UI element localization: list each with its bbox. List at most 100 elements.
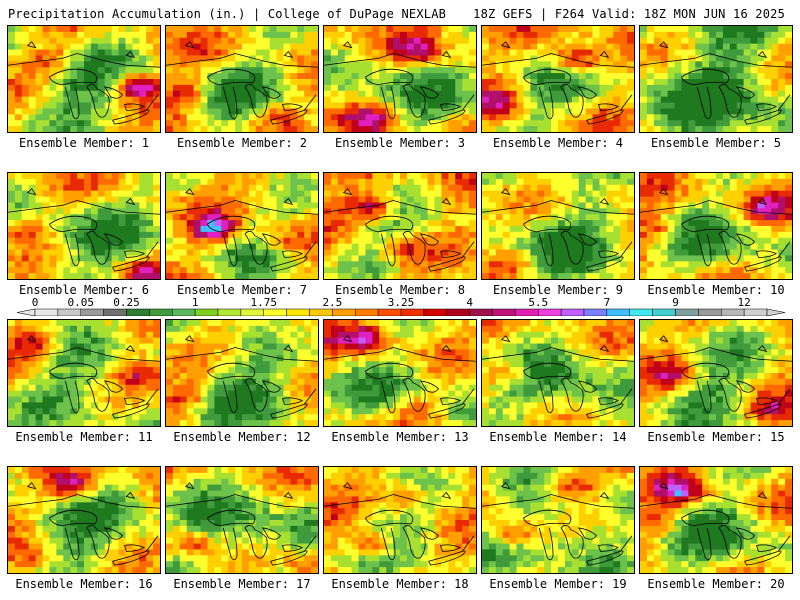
ensemble-map-18 xyxy=(323,466,477,574)
ensemble-member-label: Ensemble Member: 20 xyxy=(647,577,785,591)
scale-swatch xyxy=(721,308,745,316)
lake-outline xyxy=(364,68,414,86)
ensemble-map-17 xyxy=(165,466,319,574)
lake-outline xyxy=(112,256,150,272)
lake-outline xyxy=(560,83,584,118)
lake-outline xyxy=(680,68,730,86)
lake-outline xyxy=(123,250,146,258)
lake-outline xyxy=(303,94,317,111)
lake-outline xyxy=(735,86,756,99)
lake-outline xyxy=(206,362,256,380)
lake-outline xyxy=(303,388,317,405)
us-canada-border xyxy=(482,53,634,68)
scale-swatch xyxy=(286,308,310,316)
lake-outline xyxy=(86,377,110,412)
lake-outline xyxy=(757,491,768,500)
lake-outline xyxy=(48,215,98,233)
lake-outline xyxy=(244,83,268,118)
lake-outline xyxy=(261,380,282,393)
ensemble-map-11 xyxy=(7,319,161,427)
lake-outline xyxy=(586,256,624,272)
lake-outline xyxy=(577,86,598,99)
lake-outline xyxy=(439,397,462,405)
lake-outline xyxy=(680,509,730,527)
lake-outline xyxy=(244,377,268,412)
lake-outline xyxy=(261,233,282,246)
lake-outline xyxy=(757,197,768,206)
lake-outline xyxy=(48,362,98,380)
us-canada-border xyxy=(166,347,318,362)
ensemble-member-label: Ensemble Member: 8 xyxy=(334,283,466,297)
lake-outline xyxy=(597,544,620,552)
us-canada-border xyxy=(640,494,792,509)
lake-outline xyxy=(428,109,466,125)
ensemble-map-15 xyxy=(639,319,793,427)
precip-field xyxy=(8,26,160,132)
lake-outline xyxy=(283,491,294,500)
lake-outline xyxy=(577,380,598,393)
precip-field xyxy=(8,173,160,279)
ensemble-map-2 xyxy=(165,25,319,133)
us-canada-border xyxy=(166,200,318,215)
lake-outline xyxy=(402,83,426,118)
ensemble-member-label: Ensemble Member: 2 xyxy=(176,136,308,150)
lake-outline xyxy=(560,377,584,412)
lake-outline xyxy=(757,344,768,353)
lake-outline xyxy=(619,241,633,258)
scale-swatch xyxy=(263,308,287,316)
lake-outline xyxy=(441,491,452,500)
lake-outline xyxy=(744,256,782,272)
ensemble-member-label: Ensemble Member: 3 xyxy=(334,136,466,150)
lake-outline xyxy=(777,94,791,111)
us-canada-border xyxy=(8,347,160,362)
precip-field xyxy=(324,320,476,426)
lake-outline xyxy=(281,397,304,405)
lake-outline xyxy=(441,344,452,353)
scale-swatch xyxy=(515,308,539,316)
scale-swatch xyxy=(149,308,173,316)
lake-outline xyxy=(342,482,353,490)
precip-field xyxy=(640,467,792,573)
lake-outline xyxy=(270,256,308,272)
us-canada-border xyxy=(640,347,792,362)
lake-outline xyxy=(380,233,396,267)
lake-outline xyxy=(599,197,610,206)
ensemble-map-5 xyxy=(639,25,793,133)
precip-field xyxy=(166,173,318,279)
scale-tick-label: 1.75 xyxy=(250,296,278,309)
lake-outline xyxy=(380,527,396,561)
lake-outline xyxy=(103,86,124,99)
lake-outline xyxy=(560,524,584,559)
ensemble-member-label: Ensemble Member: 7 xyxy=(176,283,308,297)
lake-outline xyxy=(522,68,572,86)
lake-outline xyxy=(270,550,308,566)
us-canada-border xyxy=(8,200,160,215)
ensemble-map-19 xyxy=(481,466,635,574)
ensemble-member-label: Ensemble Member: 13 xyxy=(331,430,469,444)
lake-outline xyxy=(270,109,308,125)
lake-outline xyxy=(64,86,80,120)
lake-outline xyxy=(222,380,238,414)
ensemble-member-label: Ensemble Member: 14 xyxy=(489,430,627,444)
lake-outline xyxy=(342,41,353,49)
scale-right-arrow xyxy=(766,308,786,316)
lake-outline xyxy=(428,550,466,566)
lake-outline xyxy=(281,250,304,258)
lake-outline xyxy=(428,256,466,272)
lake-outline xyxy=(586,403,624,419)
lake-outline xyxy=(125,197,136,206)
lake-outline xyxy=(599,491,610,500)
lake-outline xyxy=(145,241,159,258)
lake-outline xyxy=(261,527,282,540)
precip-field xyxy=(8,467,160,573)
scale-tick-label: 5.5 xyxy=(528,296,549,309)
lake-outline xyxy=(184,188,195,196)
lake-outline xyxy=(597,397,620,405)
ensemble-member-label: Ensemble Member: 9 xyxy=(492,283,624,297)
lake-outline xyxy=(26,188,37,196)
lake-outline xyxy=(364,362,414,380)
lake-outline xyxy=(419,380,440,393)
lake-outline xyxy=(441,50,452,59)
lake-outline xyxy=(735,233,756,246)
us-canada-border xyxy=(482,494,634,509)
